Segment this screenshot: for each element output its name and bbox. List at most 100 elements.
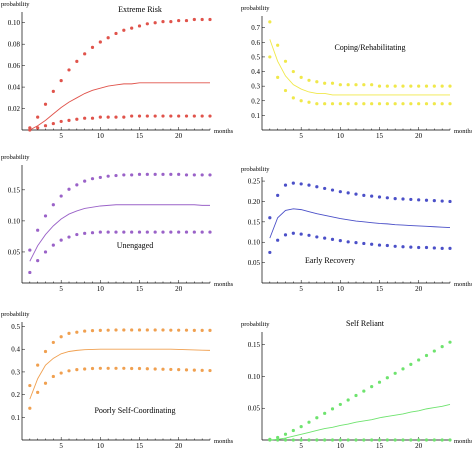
y-tick-label: 0.10 — [8, 19, 21, 27]
data-point-upper — [43, 349, 48, 354]
data-point-upper — [169, 172, 173, 176]
y-tick-label: 0.5 — [11, 323, 20, 331]
data-point-upper — [424, 198, 429, 202]
data-point-lower — [299, 99, 303, 103]
y-tick-label: 0.1 — [11, 414, 20, 422]
data-point-upper — [130, 328, 134, 332]
x-tick-label: 15 — [376, 132, 384, 140]
data-point-lower — [130, 230, 134, 234]
data-point-upper — [299, 182, 303, 186]
series-line-mean — [29, 204, 210, 262]
data-point-lower — [385, 243, 389, 248]
data-point-upper — [338, 83, 342, 87]
data-point-lower — [153, 367, 157, 371]
data-point-upper — [393, 84, 397, 88]
data-point-lower — [330, 102, 335, 106]
data-point-lower — [409, 102, 413, 106]
data-point-lower — [346, 240, 350, 244]
data-point-lower — [75, 117, 79, 121]
data-point-lower — [98, 230, 102, 234]
data-point-upper — [432, 199, 436, 203]
data-point-lower — [75, 368, 79, 372]
data-point-lower — [83, 116, 87, 120]
data-point-upper — [283, 183, 288, 187]
data-point-lower — [377, 243, 382, 247]
data-point-lower — [283, 233, 288, 237]
data-point-lower — [184, 114, 189, 118]
data-point-lower — [28, 406, 32, 410]
chart-panel: 5 10 15 20 0.05 0.10 0.15 probability months Unen… — [1, 154, 234, 293]
data-point-upper — [377, 380, 382, 384]
data-point-upper — [323, 411, 327, 415]
x-tick-label: 10 — [337, 285, 345, 293]
data-point-lower — [424, 245, 429, 250]
data-point-lower — [177, 114, 181, 118]
data-point-upper — [153, 21, 157, 25]
data-point-lower — [268, 438, 272, 442]
data-point-lower — [98, 366, 102, 370]
chart-panel: 5 10 15 20 0.05 0.10 0.15 0.20 0.25 probability mo… — [241, 166, 472, 293]
data-point-upper — [192, 17, 196, 22]
data-point-lower — [401, 245, 405, 249]
x-tick-label: 20 — [415, 132, 423, 140]
data-point-lower — [90, 231, 95, 235]
data-point-upper — [43, 214, 48, 218]
data-point-upper — [346, 191, 350, 195]
data-point-lower — [424, 438, 429, 442]
data-point-upper — [28, 248, 32, 252]
data-point-upper — [346, 83, 350, 87]
data-point-lower — [448, 438, 452, 442]
chart-title: Unengaged — [117, 241, 153, 250]
data-point-upper — [307, 183, 311, 187]
data-point-upper — [43, 102, 48, 106]
data-point-upper — [153, 328, 157, 332]
data-point-upper — [393, 197, 397, 201]
data-point-lower — [307, 100, 311, 104]
chart-panel: 5 10 15 20 0.1 0.2 0.3 0.4 0.5 probability months P… — [1, 311, 234, 450]
data-point-lower — [200, 230, 204, 234]
data-point-upper — [90, 329, 95, 333]
data-point-upper — [67, 331, 71, 335]
data-point-lower — [315, 102, 319, 106]
y-tick-label: 0.4 — [11, 346, 20, 354]
data-point-upper — [330, 188, 335, 192]
data-point-lower — [153, 114, 157, 118]
data-point-lower — [114, 115, 118, 119]
series-line-mean — [269, 403, 451, 441]
data-point-lower — [362, 241, 366, 246]
data-point-upper — [192, 173, 196, 177]
x-axis-label: months — [454, 281, 472, 288]
data-point-lower — [338, 438, 342, 442]
data-point-lower — [291, 438, 295, 442]
chart-title: Extreme Risk — [118, 5, 162, 14]
x-tick-label: 15 — [376, 285, 384, 293]
data-point-upper — [83, 179, 87, 183]
data-point-upper — [122, 28, 126, 32]
data-point-upper — [448, 84, 452, 88]
data-point-lower — [432, 102, 436, 106]
chart-panel: 5 10 15 20 0.02 0.04 0.06 0.08 0.10 probability mo… — [1, 1, 234, 140]
data-point-upper — [291, 69, 295, 74]
x-tick-label: 10 — [337, 442, 345, 450]
data-point-lower — [75, 232, 79, 237]
data-point-upper — [192, 328, 196, 332]
y-axis-label: probability — [1, 1, 30, 8]
data-point-upper — [409, 197, 413, 202]
data-point-upper — [283, 432, 288, 436]
x-tick-label: 5 — [299, 132, 303, 140]
data-point-lower — [385, 102, 389, 106]
data-point-upper — [177, 172, 181, 176]
y-axis-label: probability — [241, 166, 270, 173]
x-tick-label: 15 — [136, 285, 144, 293]
data-point-upper — [161, 20, 165, 24]
data-point-upper — [417, 198, 421, 202]
y-tick-label: 0.02 — [8, 105, 21, 113]
data-point-upper — [307, 78, 311, 82]
data-point-upper — [51, 340, 55, 345]
y-tick-label: 0.3 — [11, 368, 20, 376]
y-tick-label: 0.3 — [251, 83, 260, 91]
data-point-lower — [401, 102, 405, 106]
data-point-lower — [122, 115, 126, 119]
data-point-upper — [137, 24, 142, 28]
x-axis-label: months — [214, 281, 234, 288]
